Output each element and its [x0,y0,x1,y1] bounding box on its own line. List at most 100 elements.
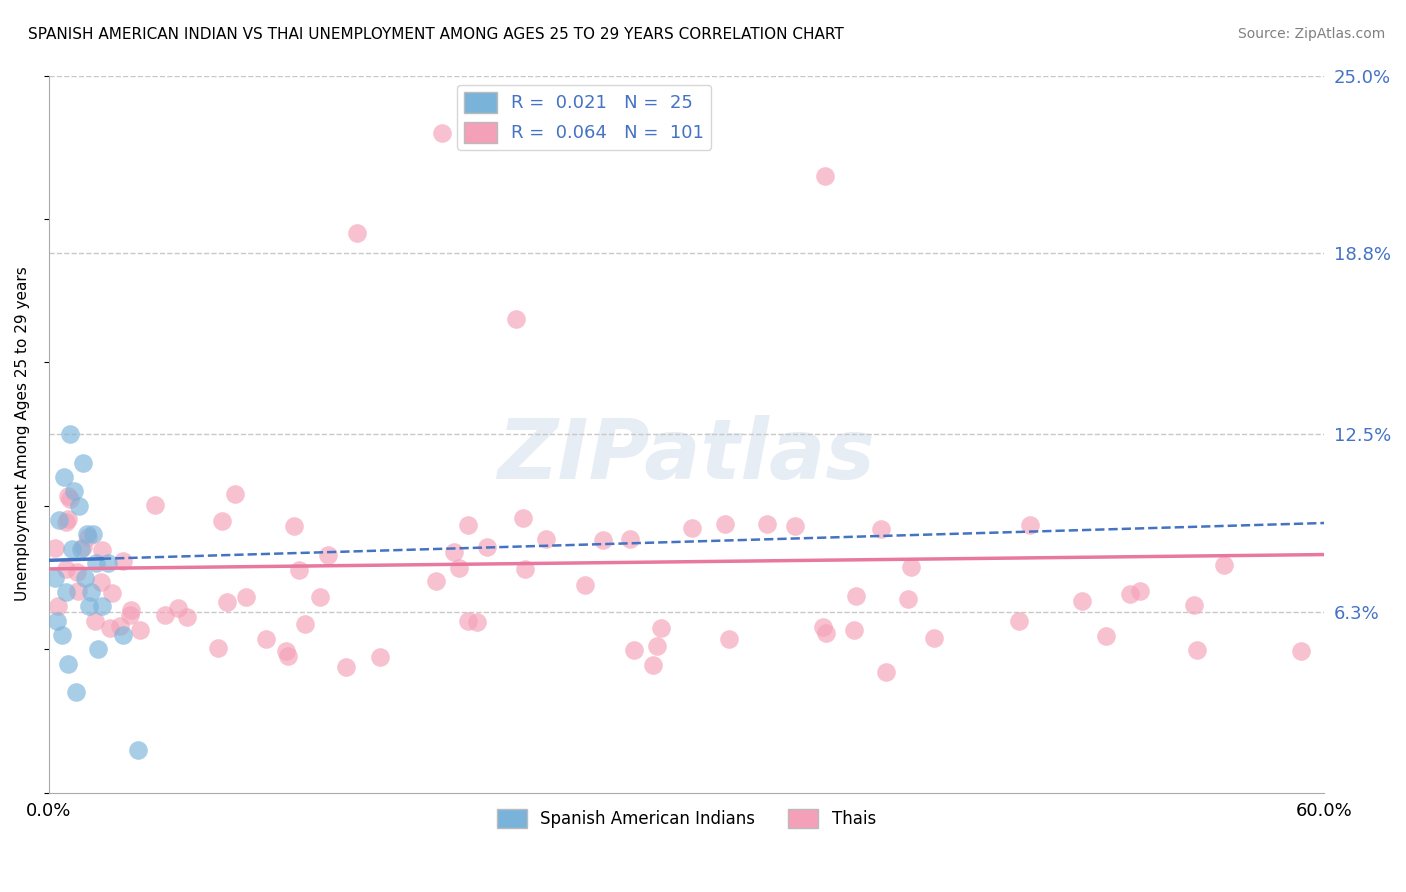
Point [318,548,340,562]
Point [845,589,868,603]
Point [59,427,82,442]
Point [1119,587,1142,601]
Point [897,592,920,607]
Point [274,644,297,658]
Point [77,530,100,544]
Point [101,586,124,600]
Point [127,742,149,756]
Point [447,561,470,575]
Point [65,685,87,699]
Point [98,621,121,635]
Text: ZIPatlas: ZIPatlas [498,415,876,496]
Point [277,648,299,663]
Point [465,615,488,629]
Point [153,608,176,623]
Point [90,575,112,590]
Point [84,556,107,570]
Point [120,603,142,617]
Point [534,532,557,546]
Point [505,312,527,326]
Point [211,514,233,528]
Point [425,574,447,589]
Point [842,624,865,638]
Point [235,590,257,604]
Point [650,621,672,635]
Point [1185,643,1208,657]
Text: SPANISH AMERICAN INDIAN VS THAI UNEMPLOYMENT AMONG AGES 25 TO 29 YEARS CORRELATI: SPANISH AMERICAN INDIAN VS THAI UNEMPLOY… [28,27,844,42]
Point [97,556,120,570]
Legend: Spanish American Indians, Thais: Spanish American Indians, Thais [491,802,883,835]
Point [645,639,668,653]
Point [56,512,79,526]
Point [813,169,835,183]
Point [66,584,89,599]
Point [714,516,737,531]
Point [48,513,70,527]
Point [592,533,614,547]
Point [430,126,453,140]
Point [111,554,134,568]
Point [1182,599,1205,613]
Point [1071,594,1094,608]
Point [110,618,132,632]
Point [143,498,166,512]
Point [1129,583,1152,598]
Point [875,665,897,679]
Point [46,599,69,614]
Point [215,595,238,609]
Point [1008,614,1031,628]
Y-axis label: Unemployment Among Ages 25 to 29 years: Unemployment Among Ages 25 to 29 years [15,267,30,601]
Point [207,641,229,656]
Point [69,541,91,556]
Point [335,660,357,674]
Point [457,518,479,533]
Point [80,585,103,599]
Point [118,607,141,622]
Point [56,657,79,671]
Point [52,470,75,484]
Point [46,614,69,628]
Point [55,585,77,599]
Point [90,542,112,557]
Point [44,541,66,555]
Point [346,227,368,241]
Point [641,657,664,672]
Point [166,600,188,615]
Point [72,540,94,554]
Point [718,632,741,646]
Point [783,519,806,533]
Point [811,620,834,634]
Point [128,623,150,637]
Text: Source: ZipAtlas.com: Source: ZipAtlas.com [1237,27,1385,41]
Point [294,617,316,632]
Point [1289,643,1312,657]
Point [63,484,86,499]
Point [922,631,945,645]
Point [67,499,90,513]
Point [254,632,277,647]
Point [60,541,83,556]
Point [623,643,645,657]
Point [368,650,391,665]
Point [814,626,837,640]
Point [1213,558,1236,572]
Point [512,511,534,525]
Point [756,517,779,532]
Point [112,628,135,642]
Point [619,532,641,546]
Point [90,599,112,614]
Point [86,642,108,657]
Point [55,562,77,576]
Point [44,570,66,584]
Point [72,456,94,470]
Point [574,578,596,592]
Point [1019,517,1042,532]
Point [65,565,87,579]
Point [56,489,79,503]
Point [59,491,82,506]
Point [82,527,104,541]
Point [308,590,330,604]
Point [477,540,499,554]
Point [287,563,309,577]
Point [457,614,479,628]
